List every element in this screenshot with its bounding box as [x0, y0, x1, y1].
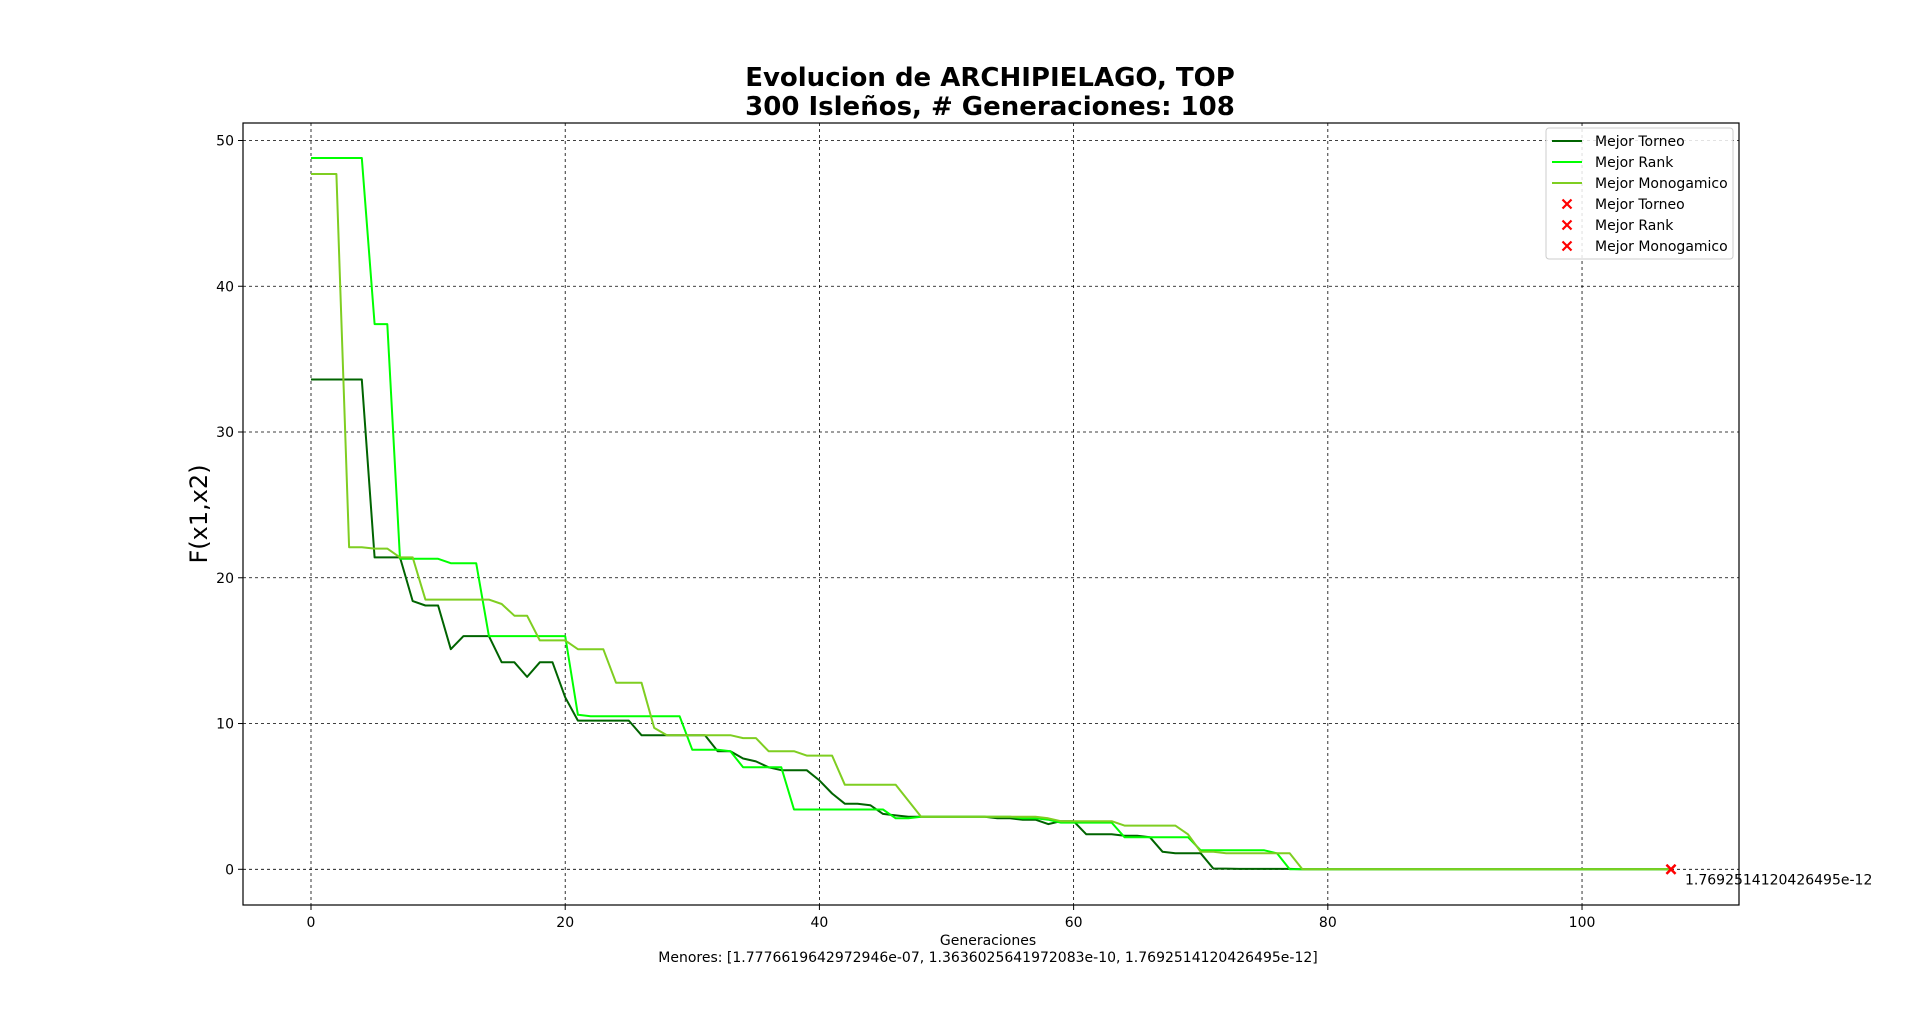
series-line-3 [311, 173, 1671, 871]
legend-label: Mejor Monogamico [1595, 239, 1728, 255]
x-tick-label: 80 [1319, 915, 1337, 931]
x-tick-label: 40 [810, 915, 828, 931]
y-tick-label: 50 [216, 133, 234, 149]
legend-label: Mejor Torneo [1595, 197, 1685, 213]
grid-lines [243, 123, 1739, 905]
legend-label: Mejor Rank [1595, 155, 1674, 171]
legend-label: Mejor Torneo [1595, 134, 1685, 150]
min-marker-3 [1665, 864, 1677, 875]
x-axis-label: Generaciones [940, 933, 1036, 949]
chart-title-line1: Evolucion de ARCHIPIELAGO, TOP [745, 63, 1235, 93]
x-tick-label: 60 [1065, 915, 1083, 931]
y-axis-label: F(x1,x2) [185, 464, 213, 563]
x-tick-label: 0 [307, 915, 316, 931]
scatter-markers [1665, 864, 1677, 875]
y-tick-label: 40 [216, 279, 234, 295]
legend-cross-swatch [1561, 198, 1573, 210]
legend-cross-swatch [1561, 219, 1573, 231]
legend-label: Mejor Monogamico [1595, 176, 1728, 192]
plot-frame [242, 122, 1740, 906]
legend: Mejor Torneo Mejor Rank Mejor Monogamico Me… [1545, 127, 1734, 260]
x-tick-label: 20 [556, 915, 574, 931]
chart-title-line2: 300 Isleños, # Generaciones: 108 [745, 92, 1235, 122]
series-lines [311, 157, 1671, 871]
min-value-annotation: 1.7692514120426495e-12 [1685, 872, 1872, 888]
axis-ticks: 0 20 40 60 80 100 0 10 20 30 40 50 [216, 133, 1595, 931]
y-tick-label: 20 [216, 571, 234, 587]
legend-label: Mejor Rank [1595, 218, 1674, 234]
legend-box [1545, 127, 1734, 260]
x-axis-sublabel: Menores: [1.7776619642972946e-07, 1.3636… [658, 950, 1317, 966]
y-tick-label: 10 [216, 717, 234, 733]
legend-cross-swatch [1561, 240, 1573, 252]
y-tick-label: 30 [216, 425, 234, 441]
x-tick-label: 100 [1569, 915, 1596, 931]
series-line-1 [311, 378, 1671, 871]
y-tick-label: 0 [225, 862, 234, 878]
series-line-2 [311, 157, 1671, 871]
